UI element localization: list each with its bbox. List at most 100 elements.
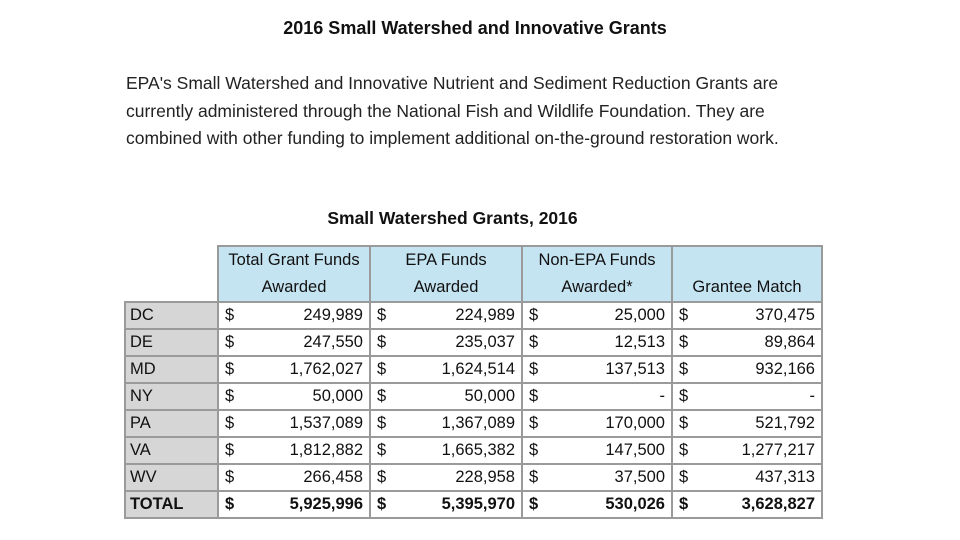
grantee-match-cell: $ - (671, 382, 823, 411)
header-total-line2: Awarded (217, 274, 371, 303)
amount-value: 249,989 (303, 306, 363, 324)
table-row: NY $50,000 $50,000 $ - $ - (124, 382, 823, 411)
currency-symbol: $ (679, 306, 689, 324)
amount-value: 170,000 (605, 414, 665, 432)
currency-symbol: $ (679, 414, 689, 432)
grantee-match-cell: $89,864 (671, 328, 823, 357)
amount-value: 521,792 (755, 414, 815, 432)
amount-value: 3,628,827 (741, 495, 815, 513)
header-epa-line2: Awarded (369, 274, 523, 303)
amount-value: 370,475 (755, 306, 815, 324)
epa-funds-cell: $50,000 (369, 382, 523, 411)
grantee-match-cell: $932,166 (671, 355, 823, 384)
non-epa-funds-cell: $ - (521, 382, 673, 411)
grants-table: Total Grant Funds EPA Funds Non-EPA Fund… (124, 245, 823, 519)
amount-value: - (659, 387, 666, 405)
intro-line: currently administered through the Natio… (126, 100, 765, 121)
state-label: TOTAL (124, 490, 219, 519)
amount-value: 247,550 (303, 333, 363, 351)
amount-value: 1,665,382 (441, 441, 515, 459)
currency-symbol: $ (225, 333, 235, 351)
amount-value: 228,958 (455, 468, 515, 486)
currency-symbol: $ (377, 414, 387, 432)
intro-line: EPA's Small Watershed and Innovative Nut… (126, 73, 779, 93)
state-label: DC (124, 301, 219, 330)
epa-funds-cell: $228,958 (369, 463, 523, 492)
total-funds-cell: $249,989 (217, 301, 371, 330)
currency-symbol: $ (529, 333, 539, 351)
amount-value: 5,925,996 (289, 495, 363, 513)
currency-symbol: $ (377, 387, 387, 405)
state-label: WV (124, 463, 219, 492)
non-epa-funds-cell: $147,500 (521, 436, 673, 465)
state-label: PA (124, 409, 219, 438)
document-title: 2016 Small Watershed and Innovative Gran… (283, 18, 667, 38)
currency-symbol: $ (225, 306, 235, 324)
currency-symbol: $ (377, 495, 387, 513)
header-row: Total Grant Funds EPA Funds Non-EPA Fund… (125, 245, 823, 274)
total-funds-cell: $50,000 (217, 382, 371, 411)
header-row: Awarded Awarded Awarded* Grantee Match (125, 274, 823, 303)
currency-symbol: $ (225, 441, 235, 459)
currency-symbol: $ (225, 414, 235, 432)
currency-symbol: $ (679, 495, 689, 513)
grantee-match-cell: $370,475 (671, 301, 823, 330)
table-row: PA $1,537,089 $1,367,089 $170,000 $521,792 (124, 409, 823, 438)
amount-value: 235,037 (455, 333, 515, 351)
non-epa-funds-cell: $137,513 (521, 355, 673, 384)
currency-symbol: $ (377, 441, 387, 459)
header-blank (125, 274, 219, 303)
epa-funds-cell: $235,037 (369, 328, 523, 357)
header-match-top (671, 245, 823, 274)
intro-line: combined with other funding to implement… (126, 128, 779, 148)
amount-value: 50,000 (464, 387, 515, 405)
currency-symbol: $ (679, 468, 689, 486)
total-funds-cell: $5,925,996 (217, 490, 371, 519)
table-title: Small Watershed Grants, 2016 (327, 208, 578, 228)
non-epa-funds-cell: $37,500 (521, 463, 673, 492)
table-row: DE $247,550 $235,037 $12,513 $89,864 (124, 328, 823, 357)
currency-symbol: $ (529, 360, 539, 378)
amount-value: 1,537,089 (289, 414, 363, 432)
amount-value: 89,864 (764, 333, 815, 351)
currency-symbol: $ (225, 468, 235, 486)
header-total-line1: Total Grant Funds (217, 245, 371, 274)
amount-value: 1,367,089 (441, 414, 515, 432)
amount-value: 5,395,970 (441, 495, 515, 513)
currency-symbol: $ (225, 360, 235, 378)
table-row: MD $1,762,027 $1,624,514 $137,513 $932,166 (124, 355, 823, 384)
grantee-match-cell: $1,277,217 (671, 436, 823, 465)
header-non-epa-line2: Awarded* (521, 274, 673, 303)
amount-value: 147,500 (605, 441, 665, 459)
epa-funds-cell: $1,665,382 (369, 436, 523, 465)
currency-symbol: $ (529, 468, 539, 486)
amount-value: 530,026 (605, 495, 665, 513)
table-row: DC $249,989 $224,989 $25,000 $370,475 (124, 301, 823, 330)
state-label: VA (124, 436, 219, 465)
currency-symbol: $ (225, 387, 235, 405)
header-match: Grantee Match (671, 274, 823, 303)
total-funds-cell: $1,537,089 (217, 409, 371, 438)
grantee-match-cell: $437,313 (671, 463, 823, 492)
currency-symbol: $ (225, 495, 235, 513)
currency-symbol: $ (377, 468, 387, 486)
state-label: DE (124, 328, 219, 357)
non-epa-funds-cell: $530,026 (521, 490, 673, 519)
amount-value: 50,000 (312, 387, 363, 405)
amount-value: 1,277,217 (741, 441, 815, 459)
amount-value: 12,513 (614, 333, 665, 351)
table-row: WV $266,458 $228,958 $37,500 $437,313 (124, 463, 823, 492)
epa-funds-cell: $5,395,970 (369, 490, 523, 519)
epa-funds-cell: $224,989 (369, 301, 523, 330)
header-non-epa-line1: Non-EPA Funds (521, 245, 673, 274)
amount-value: 1,762,027 (289, 360, 363, 378)
total-funds-cell: $1,762,027 (217, 355, 371, 384)
amount-value: 932,166 (755, 360, 815, 378)
currency-symbol: $ (377, 360, 387, 378)
total-row: TOTAL $5,925,996 $5,395,970 $530,026 $3,628,… (124, 490, 823, 519)
non-epa-funds-cell: $170,000 (521, 409, 673, 438)
amount-value: 25,000 (614, 306, 665, 324)
currency-symbol: $ (529, 441, 539, 459)
currency-symbol: $ (679, 387, 689, 405)
header-epa-line1: EPA Funds (369, 245, 523, 274)
